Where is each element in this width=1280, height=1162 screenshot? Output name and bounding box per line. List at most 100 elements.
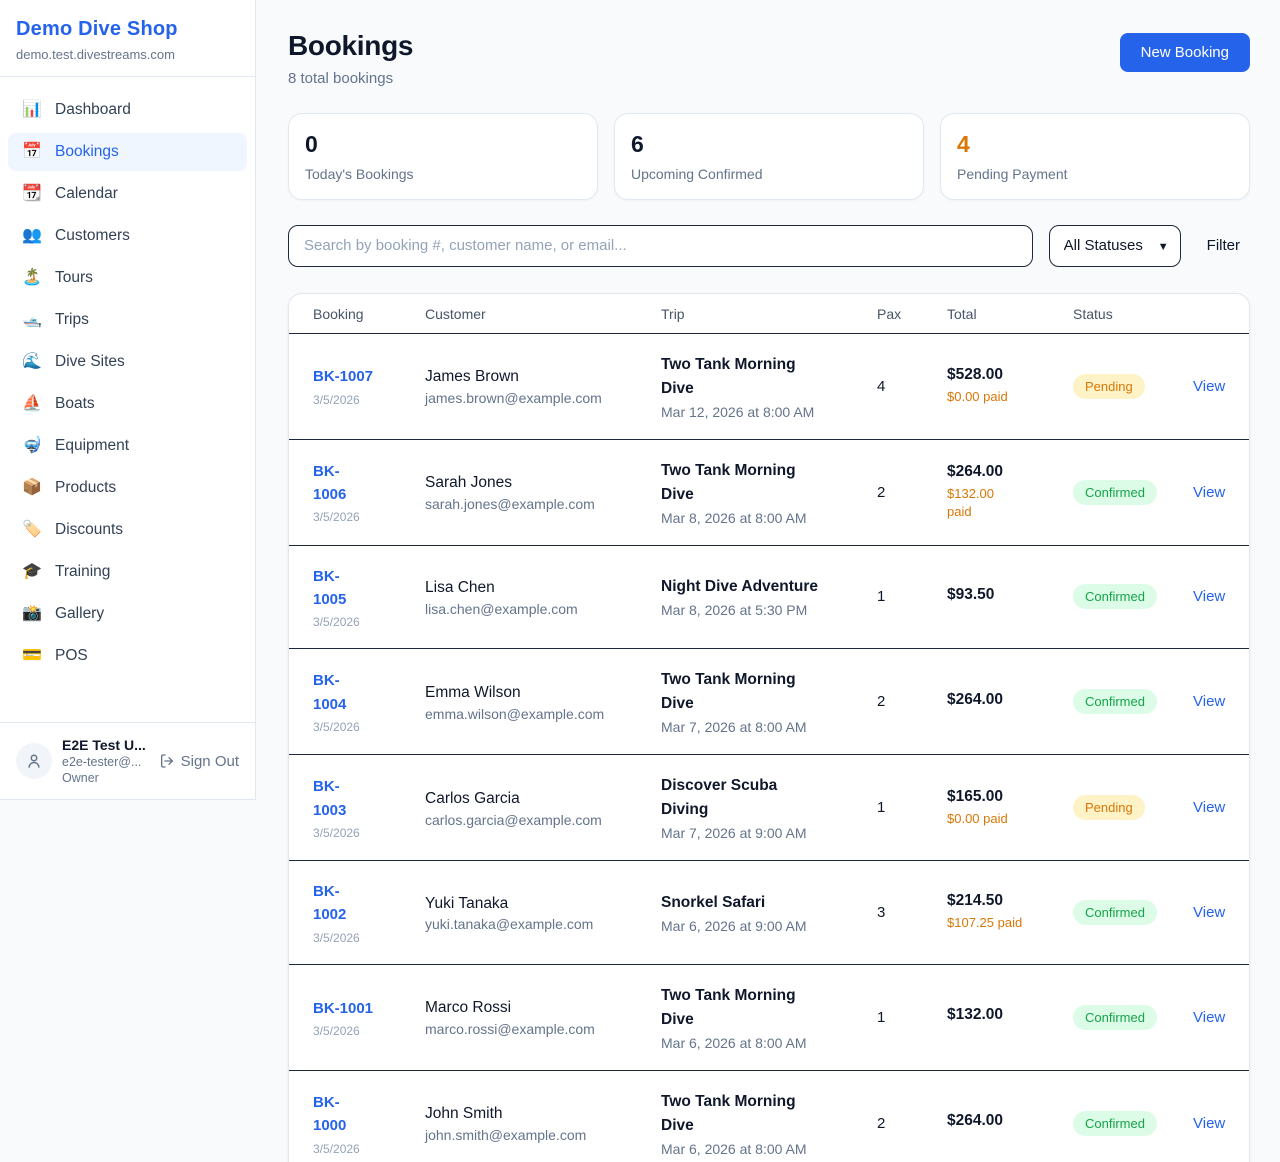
- customer-name: Lisa Chen: [425, 579, 495, 597]
- booking-date: 3/5/2026: [313, 392, 360, 407]
- sidebar-item-training[interactable]: 🎓 Training: [8, 553, 247, 591]
- customer-name: Sarah Jones: [425, 474, 513, 492]
- sidebar-item-label: Bookings: [55, 143, 119, 160]
- sidebar-item-dive-sites[interactable]: 🌊 Dive Sites: [8, 343, 247, 381]
- view-link[interactable]: View: [1193, 1114, 1226, 1132]
- trip-name: Two Tank Morning Dive: [661, 986, 796, 1028]
- speedboat-icon: 🛥️: [22, 311, 42, 328]
- trip-datetime: Mar 8, 2026 at 8:00 AM: [661, 509, 807, 526]
- sidebar-item-label: Dashboard: [55, 101, 131, 118]
- customer-name: Carlos Garcia: [425, 789, 520, 807]
- brand: Demo Dive Shop demo.test.divestreams.com: [0, 0, 255, 77]
- bar-chart-icon: 📊: [22, 101, 42, 118]
- booking-number-link[interactable]: BK-1001: [313, 999, 374, 1017]
- total-amount: $528.00: [947, 366, 1004, 384]
- table-row: BK- 1000 3/5/2026 John Smith john.smith@…: [289, 1070, 1249, 1162]
- booking-number-link[interactable]: BK- 1002: [313, 883, 347, 924]
- booking-number-link[interactable]: BK- 1004: [313, 672, 347, 713]
- sidebar-item-equipment[interactable]: 🤿 Equipment: [8, 427, 247, 465]
- booking-date: 3/5/2026: [313, 510, 360, 525]
- sign-out-button[interactable]: Sign Out: [159, 753, 239, 770]
- label-tag-icon: 🏷️: [22, 521, 42, 538]
- customer-name: John Smith: [425, 1105, 503, 1123]
- booking-number-link[interactable]: BK- 1003: [313, 778, 347, 819]
- sidebar-item-dashboard[interactable]: 📊 Dashboard: [8, 91, 247, 129]
- paid-amount: $132.00 paid: [947, 485, 994, 520]
- trip-datetime: Mar 6, 2026 at 8:00 AM: [661, 1140, 807, 1157]
- sidebar-item-calendar[interactable]: 📆 Calendar: [8, 175, 247, 213]
- total-amount: $132.00: [947, 1006, 1004, 1024]
- pax-count: 2: [877, 1114, 886, 1132]
- pax-count: 1: [861, 754, 931, 862]
- user-role: Owner: [62, 771, 99, 785]
- bookings-table: Booking Customer Trip Pax Total Status B…: [289, 293, 1249, 1162]
- page-header: Bookings 8 total bookings New Booking: [288, 30, 1250, 87]
- sidebar-item-gallery[interactable]: 📸 Gallery: [8, 595, 247, 633]
- col-header-actions: [1177, 293, 1249, 334]
- booking-date: 3/5/2026: [313, 930, 360, 945]
- view-link[interactable]: View: [1193, 799, 1226, 817]
- total-amount: $264.00: [947, 462, 1004, 480]
- trip-datetime: Mar 6, 2026 at 9:00 AM: [661, 917, 807, 934]
- customer-name: Yuki Tanaka: [425, 894, 509, 912]
- paid-amount: $0.00 paid: [947, 389, 1008, 405]
- col-header-status: Status: [1057, 293, 1177, 334]
- table-row: BK-1007 3/5/2026 James Brown james.brown…: [289, 333, 1249, 440]
- shop-name: Demo Dive Shop: [16, 18, 178, 40]
- trip-name: Two Tank Morning Dive: [661, 461, 796, 503]
- avatar: [16, 743, 52, 779]
- table-row: BK-1001 3/5/2026 Marco Rossi marco.rossi…: [289, 964, 1249, 1071]
- view-link[interactable]: View: [1193, 588, 1226, 606]
- credit-card-icon: 💳: [22, 647, 42, 664]
- sidebar-item-customers[interactable]: 👥 Customers: [8, 217, 247, 255]
- status-badge: Confirmed: [1073, 1004, 1157, 1030]
- view-link[interactable]: View: [1193, 1008, 1226, 1026]
- pax-count: 1: [861, 964, 931, 1071]
- sidebar-item-label: POS: [55, 647, 88, 664]
- sidebar-item-label: Equipment: [55, 437, 130, 454]
- total-amount: $264.00: [947, 1112, 1004, 1130]
- customer-name: James Brown: [425, 368, 519, 386]
- view-link[interactable]: View: [1193, 483, 1226, 501]
- status-badge: Confirmed: [1073, 1110, 1157, 1136]
- col-header-pax: Pax: [861, 293, 931, 334]
- col-header-booking: Booking: [289, 293, 409, 334]
- booking-number-link[interactable]: BK-1007: [313, 368, 374, 386]
- sidebar-item-trips[interactable]: 🛥️ Trips: [8, 301, 247, 339]
- table-row: BK- 1006 3/5/2026 Sarah Jones sarah.jone…: [289, 439, 1249, 546]
- pax-count: 1: [861, 545, 931, 650]
- sidebar: Demo Dive Shop demo.test.divestreams.com…: [0, 0, 256, 800]
- user-icon: [28, 754, 40, 768]
- customer-email: sarah.jones@example.com: [425, 495, 595, 512]
- sidebar-item-boats[interactable]: ⛵ Boats: [8, 385, 247, 423]
- sidebar-item-products[interactable]: 📦 Products: [8, 469, 247, 507]
- island-icon: 🏝️: [22, 269, 42, 286]
- sign-out-label: Sign Out: [180, 752, 239, 770]
- sidebar-item-label: Customers: [55, 227, 130, 244]
- stat-value: 0: [305, 131, 318, 157]
- sidebar-item-tours[interactable]: 🏝️ Tours: [8, 259, 247, 297]
- filter-row: All Statuses ▼ Filter: [288, 224, 1250, 267]
- trip-datetime: Mar 8, 2026 at 5:30 PM: [661, 602, 808, 619]
- view-link[interactable]: View: [1193, 693, 1226, 711]
- stat-card: 0 Today's Bookings: [288, 113, 598, 200]
- total-bookings-count: 8 total bookings: [288, 70, 394, 87]
- sidebar-item-pos[interactable]: 💳 POS: [8, 637, 247, 675]
- stat-value: 4: [957, 131, 970, 157]
- status-select[interactable]: All Statuses: [1048, 224, 1181, 267]
- booking-date: 3/5/2026: [313, 1141, 360, 1156]
- booking-date: 3/5/2026: [313, 825, 360, 840]
- search-input[interactable]: [288, 224, 1033, 267]
- new-booking-button[interactable]: New Booking: [1119, 33, 1250, 72]
- booking-number-link[interactable]: BK- 1006: [313, 462, 347, 504]
- view-link[interactable]: View: [1193, 377, 1226, 395]
- sidebar-item-discounts[interactable]: 🏷️ Discounts: [8, 511, 247, 549]
- booking-number-link[interactable]: BK- 1000: [313, 1094, 347, 1135]
- stat-label: Pending Payment: [957, 165, 1068, 182]
- trip-datetime: Mar 12, 2026 at 8:00 AM: [661, 403, 815, 420]
- sidebar-item-bookings[interactable]: 📅 Bookings: [8, 133, 247, 171]
- view-link[interactable]: View: [1193, 903, 1226, 921]
- booking-date: 3/5/2026: [313, 1023, 360, 1038]
- booking-number-link[interactable]: BK- 1005: [313, 567, 347, 608]
- filter-button[interactable]: Filter: [1197, 237, 1250, 254]
